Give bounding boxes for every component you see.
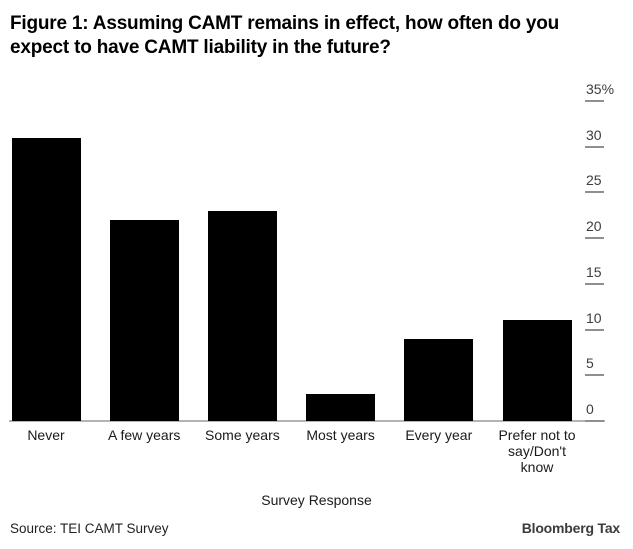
y-axis-tick — [585, 374, 604, 377]
x-tick-label: A few years — [108, 427, 181, 443]
y-axis-tick — [585, 191, 604, 194]
x-tick-label: Some years — [205, 427, 280, 443]
brand-wordmark: Bloomberg Tax — [521, 520, 620, 536]
y-tick-label: 25 — [586, 172, 602, 189]
bar-a-few-years — [109, 219, 179, 421]
y-axis-tick — [585, 145, 604, 148]
y-axis-tick — [585, 100, 604, 102]
y-tick-label: 15 — [586, 263, 602, 280]
bar-most-years — [306, 393, 376, 421]
x-axis-line — [9, 420, 605, 422]
source-note: Source: TEI CAMT Survey — [10, 521, 169, 536]
y-tick-label: 20 — [586, 218, 602, 235]
bar-prefer-not-to-say-don-t-know — [502, 320, 572, 421]
x-tick-label: Never — [27, 427, 65, 443]
x-tick-label: Prefer not to say/Don't know — [498, 427, 576, 475]
x-axis-title: Survey Response — [261, 492, 372, 508]
y-axis-tick — [585, 282, 604, 285]
bar-some-years — [207, 210, 277, 421]
y-axis-tick — [585, 237, 604, 240]
bar-never — [11, 137, 81, 421]
y-axis-tick — [585, 420, 604, 422]
y-tick-label: 30 — [586, 126, 602, 143]
figure-title: Figure 1: Assuming CAMT remains in effec… — [10, 13, 560, 58]
x-tick-label: Every year — [405, 427, 473, 443]
x-tick-label: Most years — [306, 427, 375, 443]
y-axis-tick — [585, 328, 604, 331]
y-tick-label: 10 — [586, 309, 602, 326]
y-tick-label: 0 — [586, 401, 594, 417]
bar-every-year — [404, 338, 474, 421]
y-tick-label: 5 — [586, 355, 594, 372]
y-tick-label: 35% — [586, 81, 615, 97]
